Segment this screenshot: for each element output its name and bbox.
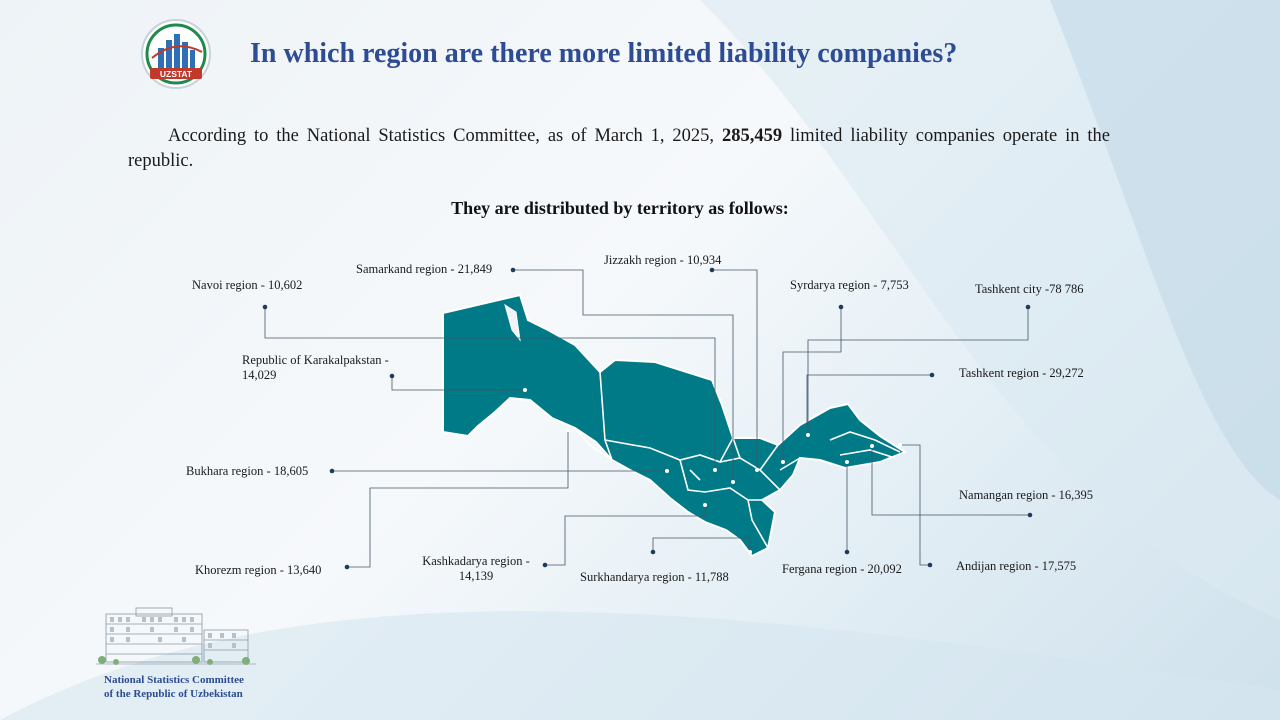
label-namangan: Namangan region - 16,395 (959, 488, 1093, 502)
leader-namangan (871, 446, 1030, 516)
label-karakalpakstan-line1: Republic of Karakalpakstan - (242, 353, 389, 367)
internal-borders (574, 371, 901, 549)
label-jizzakh: Jizzakh region - 10,934 (604, 253, 722, 267)
label-karakalpakstan-line2: 14,029 (242, 368, 277, 382)
footer-line2: of the Republic of Uzbekistan (104, 688, 243, 700)
leader-jizzakh (712, 269, 758, 470)
leader-tashkent-city (807, 307, 1029, 435)
leader-surkhandarya (652, 537, 751, 552)
label-kashkadarya: Kashkadarya region - 14,139 (416, 554, 536, 584)
country-outline (442, 293, 908, 558)
leader-tashkent-region (806, 374, 932, 425)
uzstat-logo-icon: UZSTAT (141, 19, 211, 89)
region-markers (523, 388, 902, 554)
label-fergana: Fergana region - 20,092 (782, 562, 902, 576)
label-surkhandarya: Surkhandarya region - 11,788 (580, 570, 729, 584)
label-karakalpakstan: Republic of Karakalpakstan - 14,029 (242, 353, 389, 383)
leader-kashkadarya (545, 505, 706, 566)
footer-organization: National Statistics Committee of the Rep… (104, 673, 244, 701)
label-samarkand: Samarkand region - 21,849 (356, 262, 493, 276)
label-syrdarya: Syrdarya region - 7,753 (790, 278, 909, 292)
label-kashkadarya-line2: 14,139 (458, 569, 494, 583)
label-kashkadarya-line1: Kashkadarya region - (422, 554, 530, 568)
label-tashkent-region: Tashkent region - 29,272 (959, 366, 1084, 380)
leader-andijan (900, 444, 930, 566)
label-khorezm: Khorezm region - 13,640 (195, 563, 322, 577)
label-navoi: Navoi region - 10,602 (192, 278, 303, 292)
label-bukhara: Bukhara region - 18,605 (186, 464, 309, 478)
intro-after: limited liability companies operate in t… (128, 126, 1111, 171)
subtitle: They are distributed by territory as fol… (451, 198, 789, 218)
leader-navoi (264, 307, 716, 470)
leader-khorezm (347, 430, 569, 568)
leader-samarkand (513, 269, 734, 482)
leader-karakalpakstan (391, 376, 525, 391)
leader-lines (264, 269, 1030, 568)
leader-dots (262, 267, 1033, 570)
intro-total: 285,459 (721, 126, 783, 146)
building-illustration (96, 607, 256, 665)
label-andijan: Andijan region - 17,575 (956, 559, 1077, 573)
page-title: In which region are there more limited l… (250, 38, 958, 69)
leader-syrdarya (782, 307, 842, 462)
map-shape-west (442, 293, 908, 558)
intro-before: According to the National Statistics Com… (168, 126, 715, 146)
footer-line1: National Statistics Committee (104, 674, 244, 686)
label-tashkent-city: Tashkent city -78 786 (975, 282, 1084, 296)
aral-cut (504, 303, 521, 342)
intro-paragraph: According to the National Statistics Com… (128, 124, 1110, 174)
logo-text: UZSTAT (160, 69, 193, 79)
